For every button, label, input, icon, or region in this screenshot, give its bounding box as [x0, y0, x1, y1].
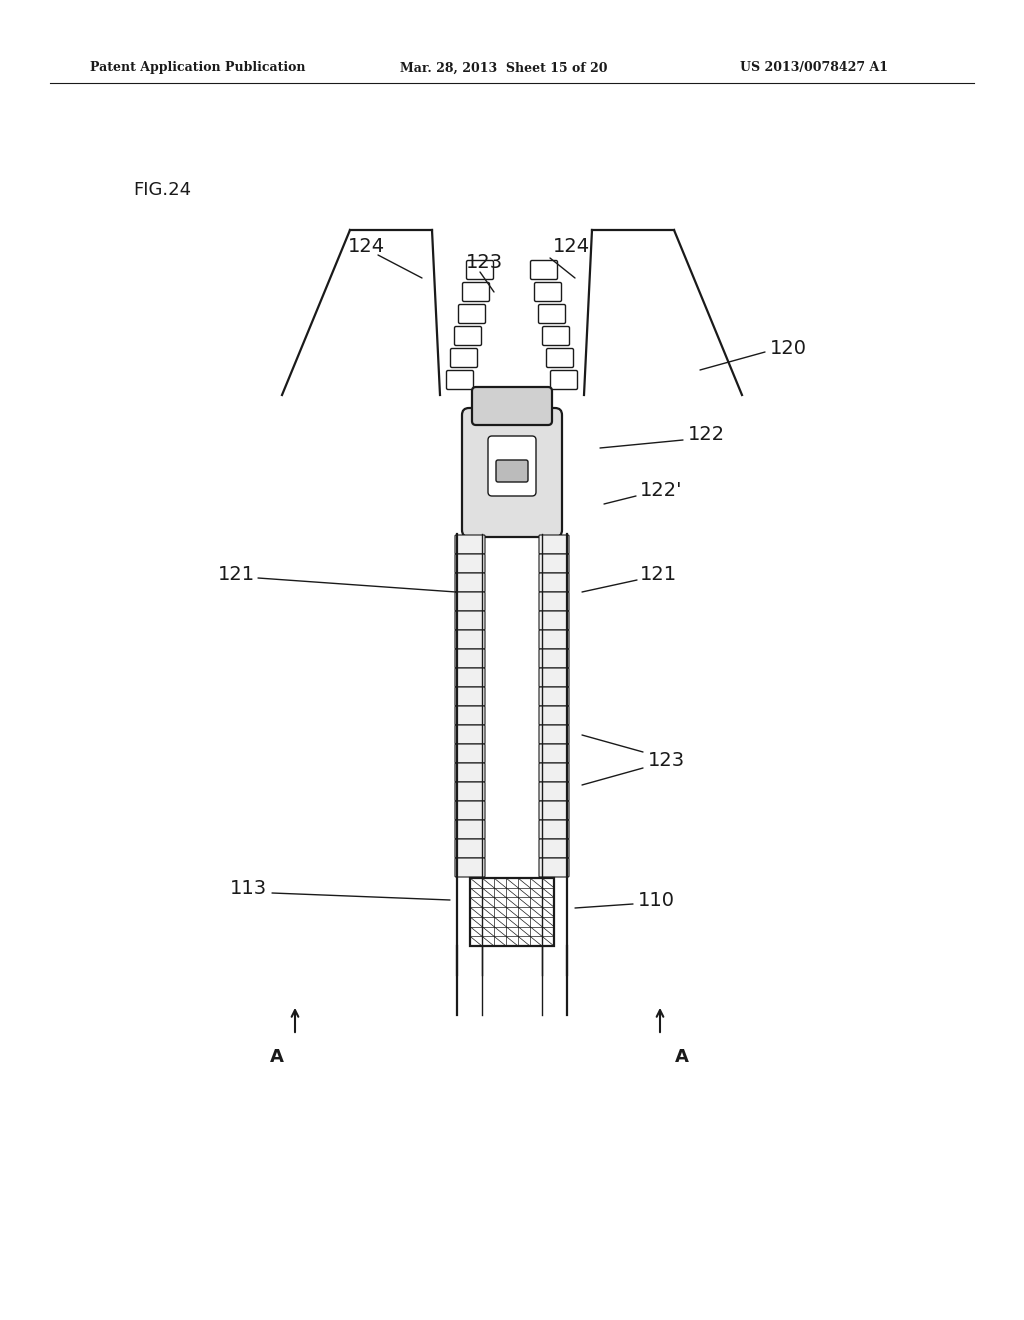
Text: 122: 122	[688, 425, 725, 445]
FancyBboxPatch shape	[459, 305, 485, 323]
FancyBboxPatch shape	[455, 554, 485, 573]
FancyBboxPatch shape	[539, 649, 569, 668]
Text: 113: 113	[230, 879, 267, 898]
FancyBboxPatch shape	[551, 371, 578, 389]
FancyBboxPatch shape	[539, 706, 569, 725]
Text: Mar. 28, 2013  Sheet 15 of 20: Mar. 28, 2013 Sheet 15 of 20	[400, 62, 607, 74]
FancyBboxPatch shape	[455, 630, 485, 649]
FancyBboxPatch shape	[455, 611, 485, 630]
FancyBboxPatch shape	[463, 282, 489, 301]
FancyBboxPatch shape	[451, 348, 477, 367]
FancyBboxPatch shape	[455, 706, 485, 725]
Text: 123: 123	[648, 751, 685, 770]
FancyBboxPatch shape	[539, 686, 569, 706]
FancyBboxPatch shape	[467, 260, 494, 280]
FancyBboxPatch shape	[455, 820, 485, 840]
FancyBboxPatch shape	[539, 744, 569, 763]
FancyBboxPatch shape	[455, 840, 485, 858]
FancyBboxPatch shape	[488, 436, 536, 496]
Text: 122': 122'	[640, 480, 683, 499]
FancyBboxPatch shape	[455, 744, 485, 763]
FancyBboxPatch shape	[455, 326, 481, 346]
FancyBboxPatch shape	[539, 573, 569, 591]
Text: Patent Application Publication: Patent Application Publication	[90, 62, 305, 74]
FancyBboxPatch shape	[539, 763, 569, 781]
Text: 121: 121	[640, 565, 677, 585]
FancyBboxPatch shape	[539, 801, 569, 820]
Text: 120: 120	[770, 338, 807, 358]
FancyBboxPatch shape	[455, 573, 485, 591]
Text: 123: 123	[466, 252, 503, 272]
Text: 110: 110	[638, 891, 675, 909]
FancyBboxPatch shape	[530, 260, 557, 280]
FancyBboxPatch shape	[472, 387, 552, 425]
FancyBboxPatch shape	[543, 326, 569, 346]
Text: US 2013/0078427 A1: US 2013/0078427 A1	[740, 62, 888, 74]
FancyBboxPatch shape	[539, 305, 565, 323]
FancyBboxPatch shape	[539, 840, 569, 858]
FancyBboxPatch shape	[539, 611, 569, 630]
FancyBboxPatch shape	[455, 535, 485, 554]
FancyBboxPatch shape	[455, 686, 485, 706]
FancyBboxPatch shape	[539, 781, 569, 801]
Text: 124: 124	[553, 238, 590, 256]
FancyBboxPatch shape	[539, 858, 569, 876]
FancyBboxPatch shape	[455, 668, 485, 686]
Text: 121: 121	[218, 565, 255, 585]
FancyBboxPatch shape	[535, 282, 561, 301]
Text: FIG.24: FIG.24	[133, 181, 191, 199]
FancyBboxPatch shape	[455, 801, 485, 820]
FancyBboxPatch shape	[496, 459, 528, 482]
FancyBboxPatch shape	[539, 591, 569, 611]
FancyBboxPatch shape	[455, 591, 485, 611]
FancyBboxPatch shape	[539, 535, 569, 554]
FancyBboxPatch shape	[455, 858, 485, 876]
FancyBboxPatch shape	[455, 649, 485, 668]
FancyBboxPatch shape	[539, 630, 569, 649]
FancyBboxPatch shape	[539, 554, 569, 573]
FancyBboxPatch shape	[446, 371, 473, 389]
Text: A: A	[675, 1048, 689, 1067]
FancyBboxPatch shape	[455, 781, 485, 801]
FancyBboxPatch shape	[539, 668, 569, 686]
FancyBboxPatch shape	[547, 348, 573, 367]
FancyBboxPatch shape	[539, 725, 569, 744]
FancyBboxPatch shape	[455, 725, 485, 744]
Text: 124: 124	[348, 238, 385, 256]
FancyBboxPatch shape	[462, 408, 562, 537]
Text: A: A	[270, 1048, 284, 1067]
Bar	[470, 878, 554, 946]
FancyBboxPatch shape	[539, 820, 569, 840]
FancyBboxPatch shape	[455, 763, 485, 781]
